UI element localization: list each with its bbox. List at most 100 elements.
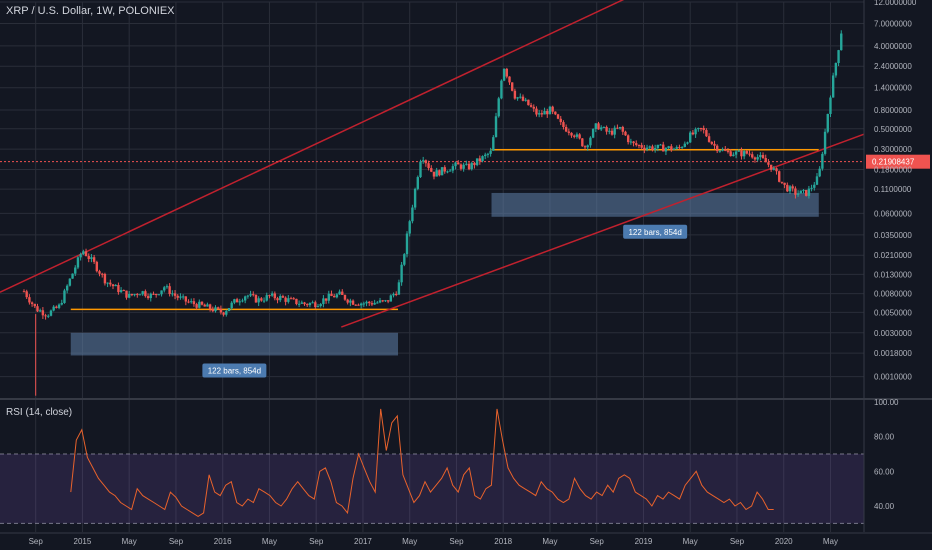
candle-body [119,290,123,293]
rsi-tick-label: 80.00 [874,433,895,442]
candle-body [71,273,74,279]
candle-body [818,168,821,177]
x-tick-label: Sep [29,537,44,546]
candle-body [440,167,444,176]
candle-body [384,300,387,302]
candle-body [532,106,535,109]
candle-body [783,182,786,185]
candle-body [524,99,527,101]
candle-body [52,306,55,311]
candle-body [103,273,107,284]
candle-body [268,295,271,297]
candle-body [98,271,101,274]
candle-body [346,299,349,303]
candle-body [265,295,268,301]
candle-body [335,294,339,298]
candle-body [144,291,147,297]
candle-body [769,164,773,170]
candle-body [489,150,492,154]
candle-body [373,302,376,305]
candle-body [578,134,581,139]
candle-body [616,127,619,129]
candle-body [68,278,72,286]
candle-body [629,141,633,143]
candle-body [44,315,47,317]
candle-body [55,306,58,308]
candle-body [697,128,700,130]
candle-body [729,151,732,157]
candle-body [497,98,500,117]
candle-body [362,303,366,305]
candle-body [233,299,236,303]
x-tick-label: Sep [169,537,184,546]
candle-body [794,188,797,195]
candle-body [591,129,595,138]
candle-body [184,296,188,302]
candle-body [133,294,136,296]
candle-body [573,135,576,137]
candle-body [203,304,206,307]
candle-body [702,128,705,131]
candle-body [316,306,320,308]
candle-body [289,298,293,300]
candle-body [645,147,649,150]
candle-body [235,299,239,303]
candle-body [427,163,430,169]
candle-body [505,68,509,77]
candle-body [198,301,201,308]
candle-body [341,291,344,295]
candle-body [284,297,287,302]
candle-body [173,293,177,296]
candle-body [354,304,357,306]
candle-body [753,157,757,160]
candle-body [152,293,155,295]
candle-body [791,186,794,189]
rsi-tick-label: 60.00 [874,467,895,476]
candle-body [92,257,96,262]
candle-body [648,146,651,148]
candle-body [454,162,457,167]
candle-body [543,111,546,115]
rsi-series [70,408,774,517]
candle-body [664,148,668,152]
candle-body [559,118,562,123]
candle-body [157,294,161,296]
candle-body [227,308,231,312]
candle-body [357,304,360,306]
candle-body [751,154,754,158]
candle-body [662,144,665,152]
candle-body [448,170,452,172]
candle-body [281,296,285,298]
rsi-line [70,408,774,517]
candle-body [840,33,843,51]
candle-body [276,298,279,301]
candle-body [707,136,711,142]
candle-body [432,171,436,177]
candle-body [457,162,460,165]
candle-body [767,162,770,165]
candle-body [114,285,117,287]
y-tick-label: 0.0030000 [874,329,912,338]
candle-body [130,293,134,296]
x-tick-label: May [823,537,838,546]
candle-body [219,308,223,313]
candle-body [732,154,735,157]
candle-body [200,301,204,305]
candle-body [672,148,676,150]
candle-body [47,315,50,317]
candle-body [594,123,598,130]
y-tick-label: 2.4000000 [874,62,912,71]
x-tick-label: 2018 [494,537,512,546]
candle-body [796,193,800,195]
candle-body [656,144,660,149]
candle-body [206,304,209,307]
candle-body [314,302,317,308]
rsi-title: RSI (14, close) [6,407,73,418]
candle-body [109,282,112,285]
candle-body [626,135,630,143]
x-tick-label: Sep [730,537,745,546]
candle-body [435,170,438,177]
candle-body [537,113,541,115]
x-tick-label: May [122,537,137,546]
